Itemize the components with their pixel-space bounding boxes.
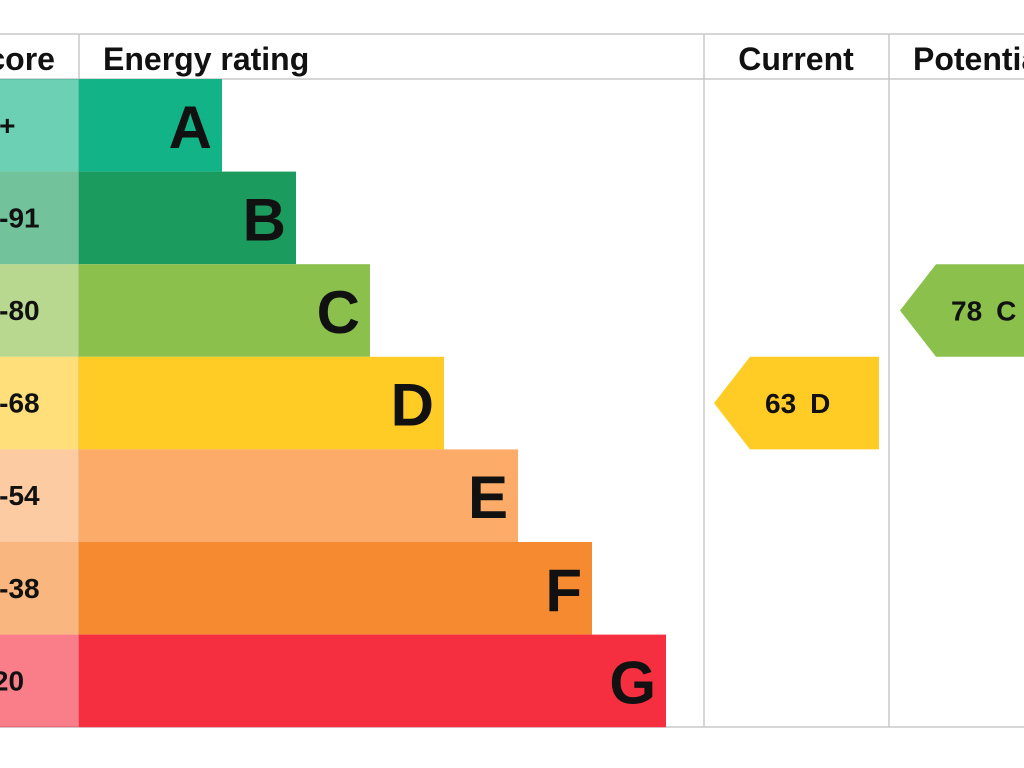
header-current: Current [738, 41, 854, 77]
score-label: 81-91 [0, 202, 40, 233]
rating-bar [79, 264, 370, 357]
score-cell [0, 449, 79, 542]
potential-letter: C [996, 295, 1016, 326]
score-label: 55-68 [0, 388, 40, 419]
rating-letter: E [468, 464, 508, 531]
score-cell [0, 356, 79, 450]
score-label: 69-80 [0, 295, 40, 326]
current-arrow [714, 356, 879, 450]
score-label: 21-38 [0, 573, 40, 604]
rating-letter: B [243, 186, 286, 253]
rating-bar [79, 449, 518, 542]
current-label: 63 D [765, 388, 830, 419]
rating-bar [79, 356, 444, 450]
score-cell [0, 79, 79, 172]
header-score: Score [0, 41, 55, 77]
rating-bar [79, 542, 592, 635]
current-value: 63 [765, 388, 796, 419]
score-label: 92+ [0, 110, 16, 141]
score-cell [0, 634, 79, 728]
current-letter: D [810, 388, 830, 419]
score-label: 39-54 [0, 480, 40, 511]
rating-letter: G [609, 649, 656, 716]
score-cell [0, 171, 79, 265]
score-cell [0, 542, 79, 635]
potential-value: 78 [951, 295, 982, 326]
score-cell [0, 264, 79, 357]
rating-letter: A [169, 94, 212, 161]
potential-arrow [900, 264, 1024, 357]
header-potential: Potential [913, 41, 1024, 77]
potential-label: 78 C [951, 295, 1016, 326]
rating-letter: F [545, 557, 582, 624]
rating-bar [79, 171, 296, 265]
rating-bar [79, 634, 666, 728]
rating-letter: C [317, 279, 360, 346]
rating-bar [79, 79, 222, 172]
score-label: 1-20 [0, 665, 24, 696]
rating-letter: D [391, 372, 434, 439]
header-rating: Energy rating [103, 41, 309, 77]
